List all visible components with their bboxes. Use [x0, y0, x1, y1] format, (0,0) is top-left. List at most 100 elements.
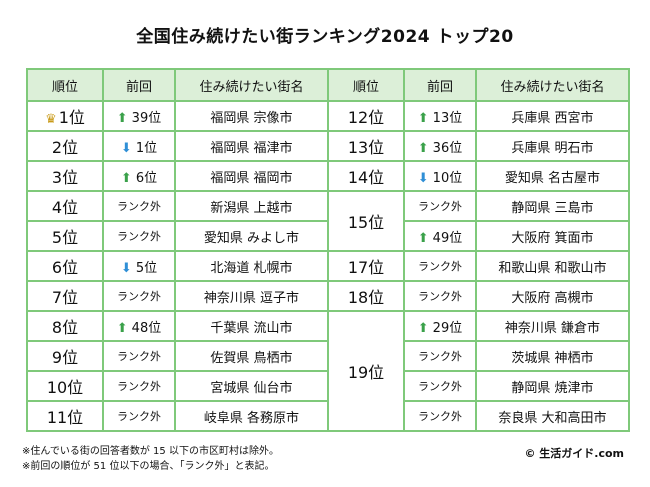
previous-rank-value: ランク外: [418, 350, 462, 363]
previous-rank-value: 36位: [432, 140, 463, 156]
previous-rank-cell: ⬇ 10位: [403, 160, 477, 192]
arrow-up-icon: ⬆: [417, 110, 429, 126]
city-cell: 奈良県 大和高田市: [475, 400, 630, 432]
rank-cell: 15位: [327, 190, 405, 252]
header-city: 住み続けたい街名: [475, 68, 630, 102]
previous-rank-cell: ⬆ 39位: [102, 100, 176, 132]
table-row: 10位 ランク外 宮城県 仙台市 ランク外 静岡県 焼津市: [26, 370, 630, 402]
previous-rank-cell: ランク外: [102, 340, 176, 372]
table-row: 8位 ⬆ 48位 千葉県 流山市 19位 ⬆ 29位 神奈川県 鎌倉市: [26, 310, 630, 432]
city-cell: 和歌山県 和歌山市: [475, 250, 630, 282]
arrow-down-icon: ⬇: [120, 140, 132, 156]
table-row: 4位 ランク外 新潟県 上越市 15位 ランク外 静岡県 三島市: [26, 190, 630, 252]
rank-value: 4位: [51, 198, 79, 217]
city-cell: 岐阜県 各務原市: [174, 400, 329, 432]
previous-rank-cell: ⬆ 6位: [102, 160, 176, 192]
city-cell: 北海道 札幌市: [174, 250, 329, 282]
previous-rank-cell: ランク外: [403, 340, 477, 372]
table-row: ♛ 1位 ⬆ 39位 福岡県 宗像市 12位 ⬆ 13位 兵庫県 西宮市: [26, 100, 630, 132]
rank-value: 10位: [46, 378, 84, 397]
table-row: 2位 ⬇ 1位 福岡県 福津市 13位 ⬆ 36位 兵庫県 明石市: [26, 130, 630, 162]
arrow-up-icon: ⬆: [116, 110, 128, 126]
rank-cell: 19位: [327, 310, 405, 432]
previous-rank-value: 39位: [131, 110, 162, 126]
footnotes: ※住んでいる街の回答者数が 15 以下の市区町村は除外。 ※前回の順位が 51 …: [22, 444, 279, 474]
page-title: 全国住み続けたい街ランキング2024 トップ20: [136, 27, 514, 47]
rank-value: 9位: [51, 348, 79, 367]
city-cell: 静岡県 三島市: [475, 190, 630, 222]
copyright-credit: © 生活ガイド.com: [524, 447, 624, 460]
city-cell: 佐賀県 鳥栖市: [174, 340, 329, 372]
city-cell: 千葉県 流山市: [174, 310, 329, 342]
table-row: 3位 ⬆ 6位 福岡県 福岡市 14位 ⬇ 10位 愛知県 名古屋市: [26, 160, 630, 192]
city-cell: 福岡県 宗像市: [174, 100, 329, 132]
previous-rank-cell: ランク外: [403, 250, 477, 282]
rank-cell: 5位: [26, 220, 104, 252]
previous-rank-value: 5位: [135, 260, 158, 276]
city-cell: 静岡県 焼津市: [475, 370, 630, 402]
rank-cell: 17位: [327, 250, 405, 282]
rank-cell: 10位: [26, 370, 104, 402]
previous-rank-cell: ⬇ 1位: [102, 130, 176, 162]
city-cell: 福岡県 福津市: [174, 130, 329, 162]
previous-rank-cell: ランク外: [102, 400, 176, 432]
rank-cell: 14位: [327, 160, 405, 192]
rank-cell: 8位: [26, 310, 104, 342]
previous-rank-cell: ランク外: [403, 190, 477, 222]
ranking-table: 順位 前回 住み続けたい街名 順位 前回 住み続けたい街名 ♛ 1位 ⬆ 39位 福岡県…: [26, 68, 630, 432]
previous-rank-value: ランク外: [117, 200, 161, 213]
previous-rank-value: ランク外: [418, 410, 462, 423]
city-cell: 愛知県 名古屋市: [475, 160, 630, 192]
rank-cell: 4位: [26, 190, 104, 222]
previous-rank-cell: ランク外: [403, 370, 477, 402]
city-cell: 愛知県 みよし市: [174, 220, 329, 252]
previous-rank-value: 10位: [432, 170, 463, 186]
footnote: ※住んでいる街の回答者数が 15 以下の市区町村は除外。: [22, 446, 279, 457]
previous-rank-cell: ⬆ 49位: [403, 220, 477, 252]
rank-cell: 11位: [26, 400, 104, 432]
arrow-up-icon: ⬆: [417, 140, 429, 156]
previous-rank-value: 48位: [131, 320, 162, 336]
previous-rank-cell: ランク外: [403, 280, 477, 312]
previous-rank-value: ランク外: [117, 350, 161, 363]
city-cell: 大阪府 箕面市: [475, 220, 630, 252]
arrow-down-icon: ⬇: [417, 170, 429, 186]
city-cell: 新潟県 上越市: [174, 190, 329, 222]
rank-cell: 2位: [26, 130, 104, 162]
previous-rank-cell: ランク外: [102, 370, 176, 402]
city-cell: 神奈川県 逗子市: [174, 280, 329, 312]
rank-value: 11位: [46, 408, 84, 427]
rank-cell: 7位: [26, 280, 104, 312]
rank-value: 3位: [51, 168, 79, 187]
city-cell: 宮城県 仙台市: [174, 370, 329, 402]
header-prev: 前回: [403, 68, 477, 102]
rank-cell: 12位: [327, 100, 405, 132]
rank-cell: 6位: [26, 250, 104, 282]
previous-rank-value: ランク外: [418, 260, 462, 273]
previous-rank-cell: ⬆ 48位: [102, 310, 176, 342]
previous-rank-cell: ⬇ 5位: [102, 250, 176, 282]
rank-cell: 9位: [26, 340, 104, 372]
header-row: 順位 前回 住み続けたい街名 順位 前回 住み続けたい街名: [26, 68, 630, 102]
header-rank: 順位: [26, 68, 104, 102]
rank-cell: 13位: [327, 130, 405, 162]
city-cell: 兵庫県 明石市: [475, 130, 630, 162]
rank-cell: 3位: [26, 160, 104, 192]
arrow-down-icon: ⬇: [120, 260, 132, 276]
previous-rank-value: 1位: [135, 140, 158, 156]
previous-rank-value: ランク外: [418, 380, 462, 393]
previous-rank-value: ランク外: [117, 380, 161, 393]
rank-value: 7位: [51, 288, 79, 307]
previous-rank-value: 6位: [135, 170, 158, 186]
header-prev: 前回: [102, 68, 176, 102]
previous-rank-cell: ランク外: [102, 220, 176, 252]
previous-rank-value: 49位: [432, 230, 463, 246]
previous-rank-cell: ランク外: [403, 400, 477, 432]
rank-value: 2位: [51, 138, 79, 157]
previous-rank-value: ランク外: [418, 290, 462, 303]
arrow-up-icon: ⬆: [417, 320, 429, 336]
city-cell: 神奈川県 鎌倉市: [475, 310, 630, 342]
previous-rank-value: 29位: [432, 320, 463, 336]
header-city: 住み続けたい街名: [174, 68, 329, 102]
table-row: 11位 ランク外 岐阜県 各務原市 ランク外 奈良県 大和高田市: [26, 400, 630, 432]
